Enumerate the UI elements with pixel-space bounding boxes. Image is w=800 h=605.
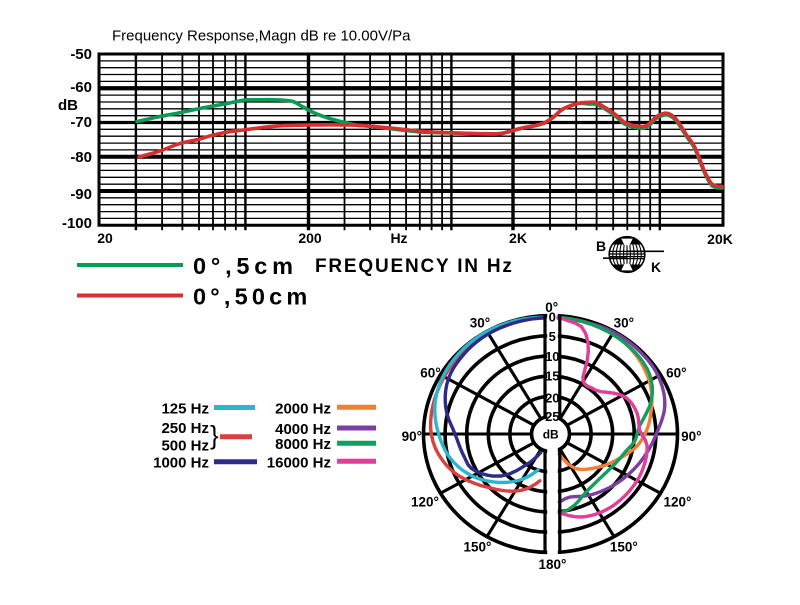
- svg-text:20: 20: [97, 230, 113, 246]
- svg-text:120°: 120°: [664, 494, 692, 509]
- svg-text:500 Hz: 500 Hz: [161, 437, 209, 454]
- svg-text:250 Hz: 250 Hz: [161, 420, 209, 437]
- svg-text:-70: -70: [70, 114, 92, 131]
- svg-text:120°: 120°: [411, 494, 439, 509]
- svg-text:200: 200: [298, 230, 322, 246]
- svg-text:0°,50cm: 0°,50cm: [193, 284, 312, 310]
- svg-text:125 Hz: 125 Hz: [161, 401, 209, 418]
- svg-text:15: 15: [545, 368, 559, 383]
- svg-text:90°: 90°: [681, 429, 701, 444]
- svg-text:2000 Hz: 2000 Hz: [275, 400, 331, 417]
- svg-text:10: 10: [545, 349, 559, 364]
- svg-text:25: 25: [545, 409, 559, 424]
- svg-text:30°: 30°: [614, 316, 634, 331]
- svg-text:Hz: Hz: [390, 230, 407, 246]
- svg-text:2K: 2K: [509, 230, 527, 246]
- svg-text:180°: 180°: [539, 557, 567, 572]
- svg-text:-80: -80: [70, 149, 92, 166]
- svg-text:0°: 0°: [545, 300, 558, 315]
- svg-text:-100: -100: [62, 215, 92, 232]
- svg-text:1000 Hz: 1000 Hz: [153, 455, 209, 472]
- svg-text:60°: 60°: [666, 366, 686, 381]
- svg-text:150°: 150°: [610, 539, 638, 554]
- svg-text:FREQUENCY IN Hz: FREQUENCY IN Hz: [315, 256, 514, 277]
- svg-text:-60: -60: [70, 79, 92, 96]
- svg-text:0: 0: [549, 310, 556, 325]
- svg-text:60°: 60°: [420, 366, 440, 381]
- svg-text:Frequency Response,Magn dB re: Frequency Response,Magn dB re 10.00V/Pa: [112, 28, 411, 45]
- svg-text:90°: 90°: [402, 429, 422, 444]
- svg-text:-50: -50: [70, 46, 92, 63]
- svg-text:8000 Hz: 8000 Hz: [275, 436, 331, 453]
- svg-text:4000 Hz: 4000 Hz: [275, 421, 331, 438]
- svg-text:-90: -90: [70, 186, 92, 203]
- svg-text:}: }: [210, 420, 219, 450]
- svg-text:B: B: [596, 238, 606, 254]
- svg-text:K: K: [651, 259, 661, 275]
- svg-text:30°: 30°: [470, 316, 490, 331]
- svg-text:20: 20: [545, 391, 559, 406]
- svg-text:0°,5cm: 0°,5cm: [193, 253, 298, 279]
- svg-text:16000 Hz: 16000 Hz: [267, 454, 331, 471]
- svg-text:dB: dB: [543, 428, 559, 442]
- svg-text:20K: 20K: [707, 231, 733, 247]
- svg-text:dB: dB: [58, 97, 78, 114]
- svg-text:150°: 150°: [464, 539, 492, 554]
- svg-text:5: 5: [549, 329, 556, 344]
